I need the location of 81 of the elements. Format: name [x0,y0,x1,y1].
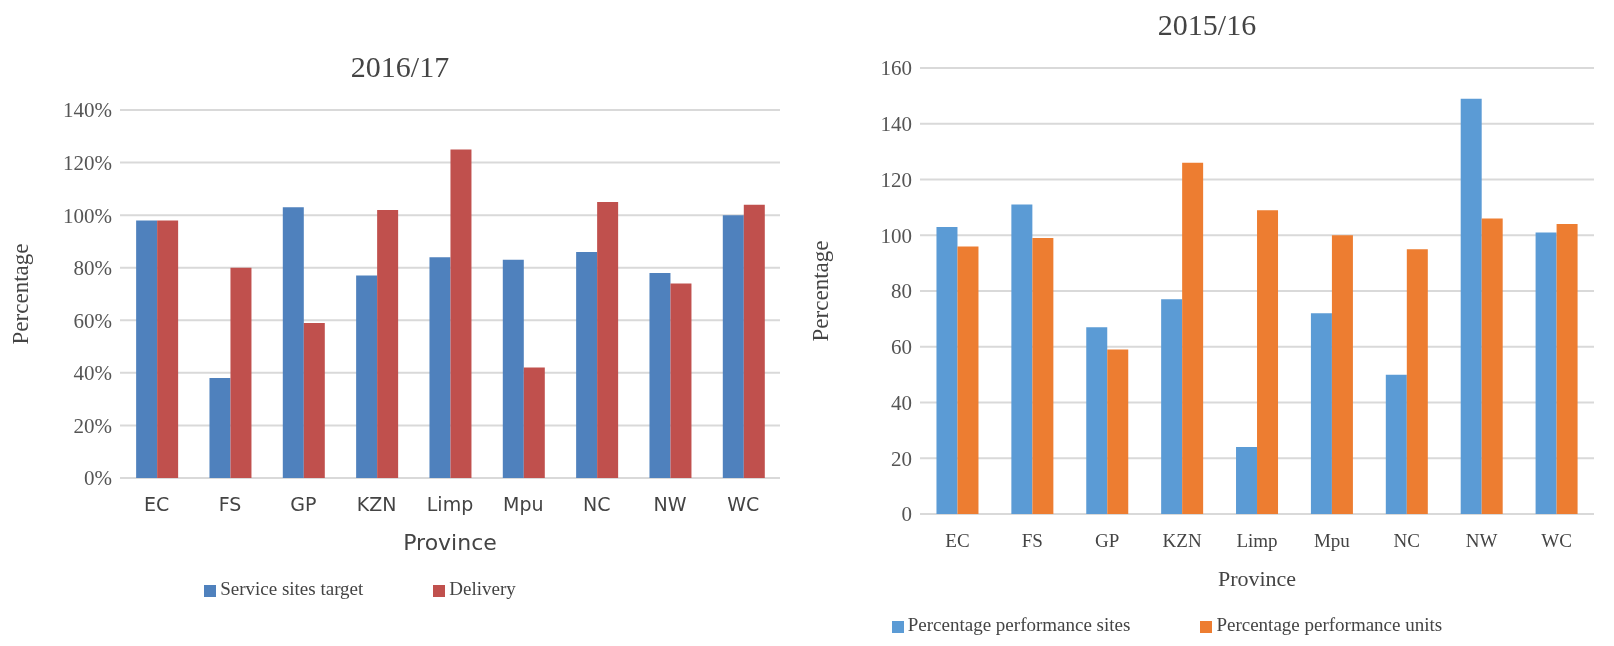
y-tick-label: 120% [63,151,112,176]
y-tick-label: 140% [63,98,112,123]
y-tick-label: 0% [84,466,112,491]
bar [1032,238,1054,514]
bar [1257,210,1279,514]
bar [1460,98,1482,514]
bar [670,283,692,478]
legend-label: Service sites target [220,578,364,599]
legend-label: Delivery [449,578,516,599]
bar [230,267,252,478]
bar [1331,235,1353,514]
x-tick-label: GP [290,493,317,516]
x-tick-label: EC [144,493,170,516]
x-tick-label: NC [1393,530,1420,552]
bar [450,149,472,478]
bar [1161,299,1183,514]
bar [1086,327,1108,514]
y-tick-label: 20% [73,413,112,438]
y-tick-label: 140 [880,112,912,137]
y-tick-label: 40% [73,361,112,386]
bar [1385,374,1407,514]
bar [356,275,378,478]
y-tick-label: 100 [880,223,912,248]
bar [743,204,765,478]
y-tick-label: 20 [891,446,912,471]
x-tick-label: GP [1095,530,1120,552]
x-tick-label: KZN [356,493,397,516]
y-tick-label: 0 [901,502,912,527]
x-tick-label: EC [945,530,970,552]
bar [722,215,744,478]
y-tick-label: 40 [891,390,912,415]
x-tick-label: Limp [426,493,474,516]
bar [649,272,671,478]
bar [1481,218,1503,514]
x-tick-label: KZN [1162,530,1202,552]
x-tick-label: FS [1021,530,1043,552]
chart-title: 2016/17 [349,50,451,84]
x-tick-label: WC [1541,530,1572,552]
bar [1182,162,1204,514]
bar [957,246,979,514]
x-tick-label: NC [582,493,611,516]
bar [1236,447,1258,514]
bar [936,226,958,514]
bar [523,367,545,478]
x-tick-label: Limp [1236,530,1278,552]
bar [502,259,524,478]
bar [377,209,399,478]
bar [209,378,231,478]
x-axis-title: Province [403,530,497,555]
legend-label: Percentage performance units [1216,614,1443,635]
bar [1535,232,1557,514]
y-tick-label: 60 [891,335,912,360]
bar [282,207,304,478]
x-axis-title: Province [1217,566,1297,591]
y-tick-label: 120 [880,167,912,192]
x-tick-label: FS [218,493,242,516]
bar [429,257,451,478]
bar [1011,204,1033,514]
x-tick-label: NW [653,493,687,516]
x-tick-label: Mpu [503,493,544,516]
y-tick-label: 60% [73,308,112,333]
legend-label: Percentage performance sites [907,614,1131,635]
bar [1556,224,1578,514]
y-tick-label: 80% [73,256,112,281]
y-axis-title: Percentage [808,240,834,342]
bar [1310,313,1332,514]
y-tick-label: 160 [880,56,912,81]
bar [576,251,598,478]
chart-title: 2015/16 [1156,8,1258,42]
bar [136,220,158,478]
x-tick-label: Mpu [1313,530,1351,552]
bar [1107,349,1129,514]
y-tick-label: 100% [63,203,112,228]
bar [303,322,325,478]
bar [1406,249,1428,514]
x-tick-label: NW [1465,530,1498,552]
y-tick-label: 80 [891,279,912,304]
y-axis-title: Percentage [8,243,34,345]
x-tick-label: WC [727,493,760,516]
bar [157,220,179,478]
bar [597,202,619,478]
